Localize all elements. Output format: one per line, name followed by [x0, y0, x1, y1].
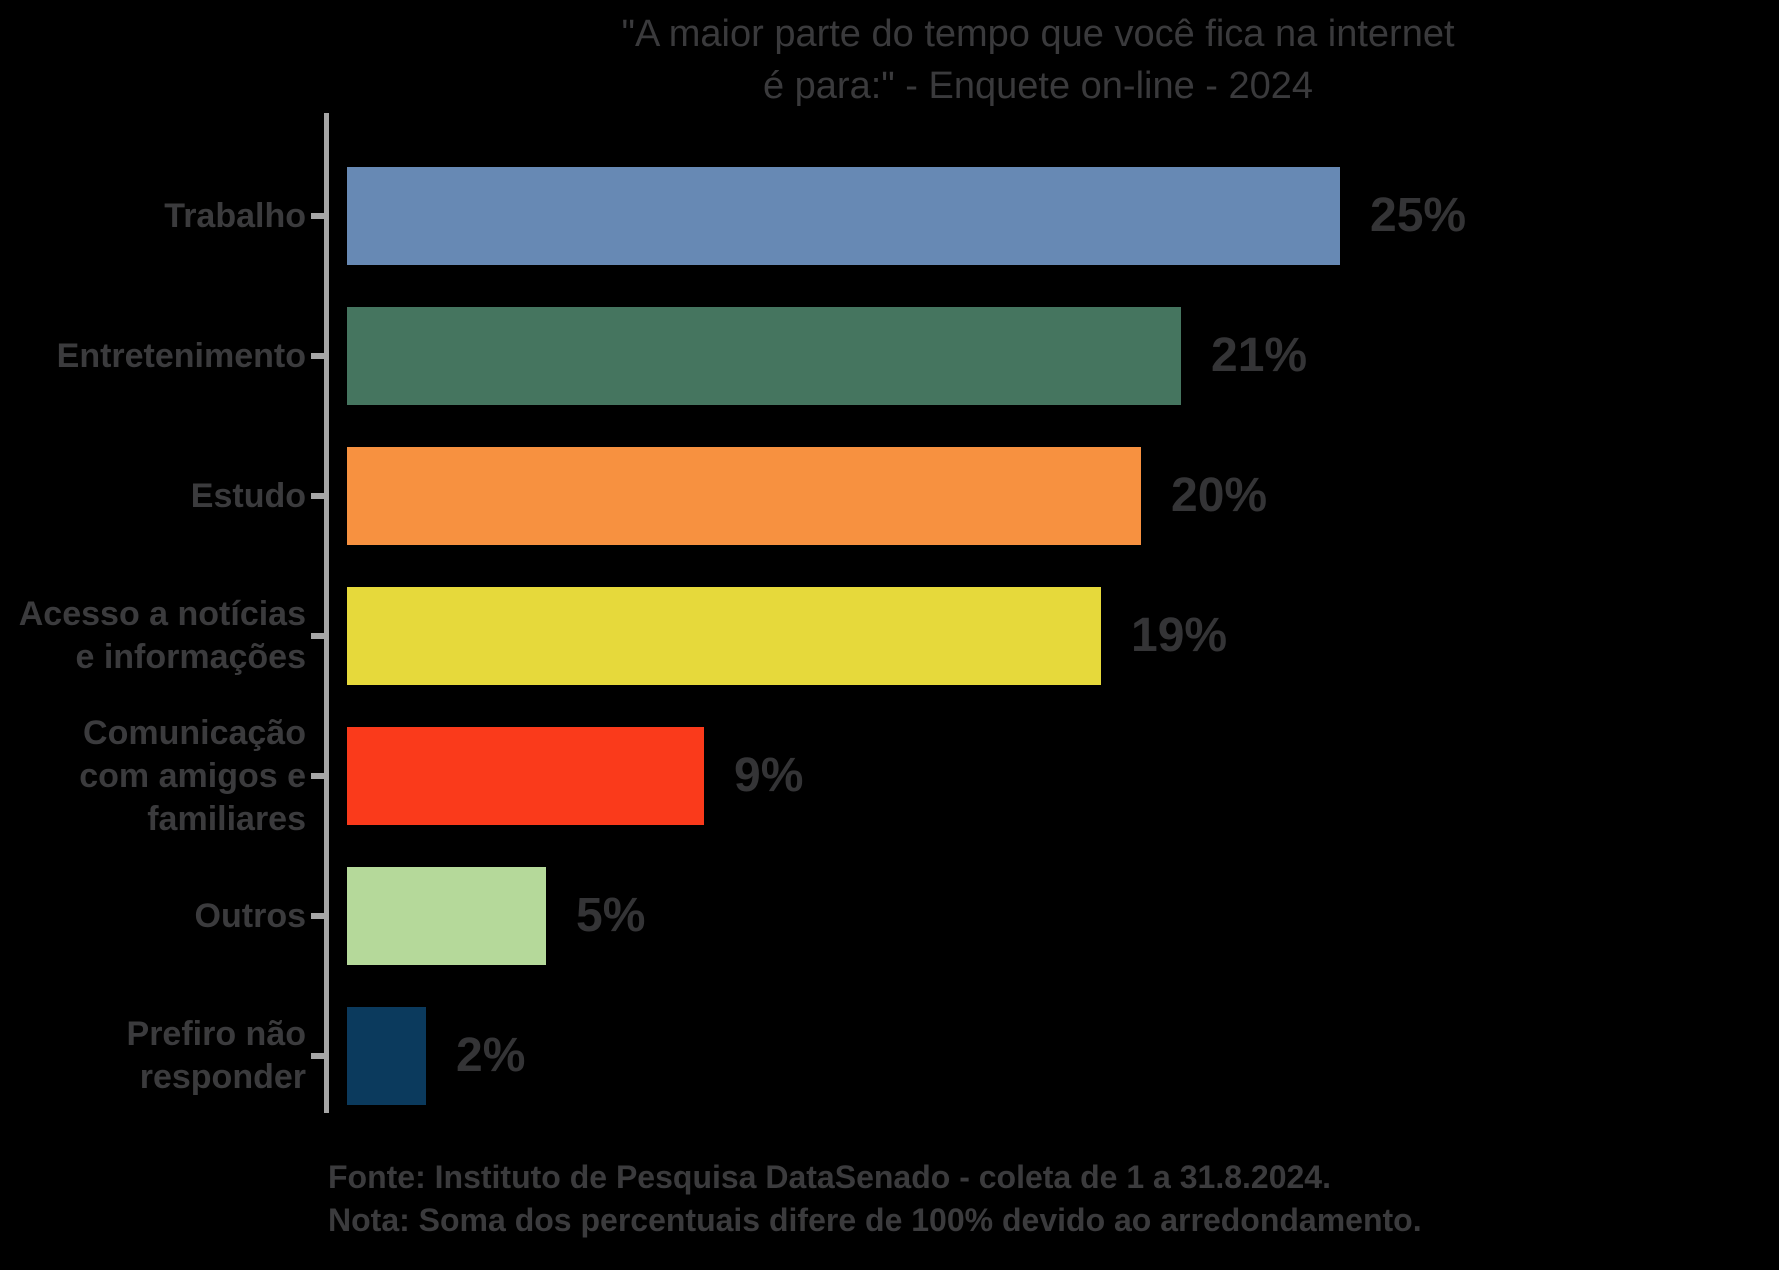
category-label: Entretenimento — [0, 286, 306, 426]
category-label-line: e informações — [75, 638, 306, 676]
category-label-line: Prefiro não — [126, 1015, 306, 1053]
category-label-line: Estudo — [190, 476, 306, 515]
chart-title: "A maior parte do tempo que você fica na… — [338, 8, 1738, 112]
category-label-line: Outros — [194, 896, 306, 935]
category-label: Outros — [0, 846, 306, 986]
bar — [347, 867, 546, 965]
value-label: 19% — [1131, 609, 1228, 662]
chart-title-line-2: é para:" - Enquete on-line - 2024 — [762, 65, 1314, 107]
category-label: Acesso a notícias e informações — [0, 566, 306, 706]
axis-tick — [311, 213, 324, 219]
y-axis-line — [324, 113, 329, 1113]
bar — [347, 587, 1101, 685]
rounding-note: Nota: Soma dos percentuais difere de 100… — [328, 1202, 1422, 1238]
axis-tick — [311, 493, 324, 499]
bar — [347, 447, 1141, 545]
chart-title-line-1: "A maior parte do tempo que você fica na… — [621, 13, 1455, 55]
value-label: 25% — [1370, 189, 1467, 242]
category-label: Comunicação com amigos e familiares — [0, 706, 306, 846]
value-label: 21% — [1211, 329, 1308, 382]
axis-tick — [311, 633, 324, 639]
value-label: 20% — [1171, 469, 1268, 522]
source-note: Fonte: Instituto de Pesquisa DataSenado … — [328, 1159, 1331, 1195]
bar — [347, 1007, 426, 1105]
bar — [347, 167, 1340, 265]
axis-tick — [311, 773, 324, 779]
category-label-line: Acesso a notícias — [18, 595, 306, 633]
category-label-line: familiares — [147, 799, 306, 838]
bar — [347, 307, 1181, 405]
category-label-line: responder — [139, 1058, 306, 1096]
category-label: Prefiro não responder — [0, 986, 306, 1126]
category-label: Estudo — [0, 426, 306, 566]
category-label-line: Entretenimento — [56, 336, 306, 375]
value-label: 2% — [456, 1029, 526, 1082]
bar — [347, 727, 704, 825]
value-label: 9% — [734, 749, 804, 802]
footer-notes: Fonte: Instituto de Pesquisa DataSenado … — [328, 1156, 1422, 1242]
category-label-line: com amigos e — [79, 756, 306, 795]
category-label-line: Comunicação — [83, 713, 306, 752]
category-label-line: Trabalho — [164, 196, 306, 235]
category-label: Trabalho — [0, 146, 306, 286]
value-label: 5% — [576, 889, 646, 942]
axis-tick — [311, 1053, 324, 1059]
axis-tick — [311, 913, 324, 919]
axis-tick — [311, 353, 324, 359]
